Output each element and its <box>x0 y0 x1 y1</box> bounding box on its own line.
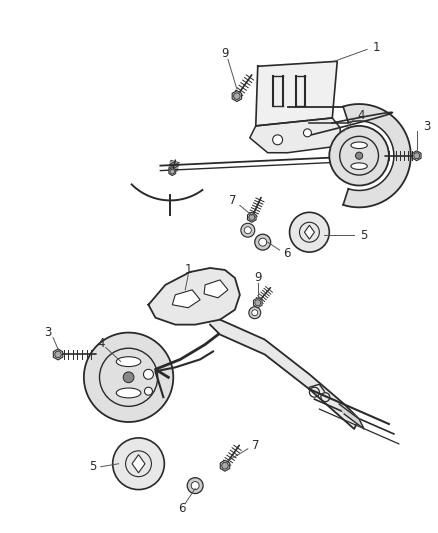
Text: 3: 3 <box>422 120 429 133</box>
Circle shape <box>233 93 240 99</box>
Circle shape <box>144 387 152 395</box>
Text: 6: 6 <box>178 502 186 515</box>
Text: 1: 1 <box>184 263 191 277</box>
Polygon shape <box>343 104 410 207</box>
Polygon shape <box>148 268 239 325</box>
Text: 4: 4 <box>97 337 104 350</box>
Ellipse shape <box>350 163 367 169</box>
Ellipse shape <box>350 142 367 149</box>
Circle shape <box>248 307 260 319</box>
Ellipse shape <box>84 333 173 422</box>
Polygon shape <box>220 461 229 471</box>
Polygon shape <box>253 298 261 308</box>
Circle shape <box>221 463 228 469</box>
Text: 4: 4 <box>356 109 364 123</box>
Ellipse shape <box>116 388 141 398</box>
Text: 9: 9 <box>254 271 261 285</box>
Text: 7: 7 <box>251 439 259 453</box>
Circle shape <box>254 234 270 250</box>
Polygon shape <box>132 455 145 473</box>
Text: 5: 5 <box>89 460 96 473</box>
Circle shape <box>272 135 282 145</box>
Ellipse shape <box>328 126 388 185</box>
Circle shape <box>251 310 257 316</box>
Circle shape <box>258 238 266 246</box>
Circle shape <box>244 227 251 233</box>
Polygon shape <box>172 290 200 308</box>
Polygon shape <box>53 349 63 360</box>
Polygon shape <box>209 320 358 429</box>
Circle shape <box>289 212 328 252</box>
Circle shape <box>254 300 260 306</box>
Text: 6: 6 <box>283 247 290 260</box>
Polygon shape <box>204 280 227 298</box>
Text: 3: 3 <box>44 326 52 339</box>
Polygon shape <box>412 151 420 160</box>
Polygon shape <box>169 168 175 175</box>
Polygon shape <box>249 118 339 153</box>
Circle shape <box>143 369 153 379</box>
Polygon shape <box>339 404 363 429</box>
Circle shape <box>413 153 419 159</box>
Circle shape <box>113 438 164 490</box>
Circle shape <box>191 482 199 490</box>
Polygon shape <box>304 225 314 239</box>
Text: 5: 5 <box>359 229 367 241</box>
Text: 7: 7 <box>229 194 236 207</box>
Text: 9: 9 <box>221 47 228 60</box>
Circle shape <box>303 129 311 137</box>
Circle shape <box>170 169 174 174</box>
Polygon shape <box>255 61 336 126</box>
Ellipse shape <box>116 357 141 367</box>
Circle shape <box>187 478 203 494</box>
Circle shape <box>355 152 362 159</box>
Polygon shape <box>247 212 255 222</box>
Circle shape <box>123 372 134 383</box>
Polygon shape <box>232 91 241 102</box>
Circle shape <box>55 351 61 358</box>
Circle shape <box>248 214 254 220</box>
Text: 1: 1 <box>372 41 380 54</box>
Circle shape <box>240 223 254 237</box>
